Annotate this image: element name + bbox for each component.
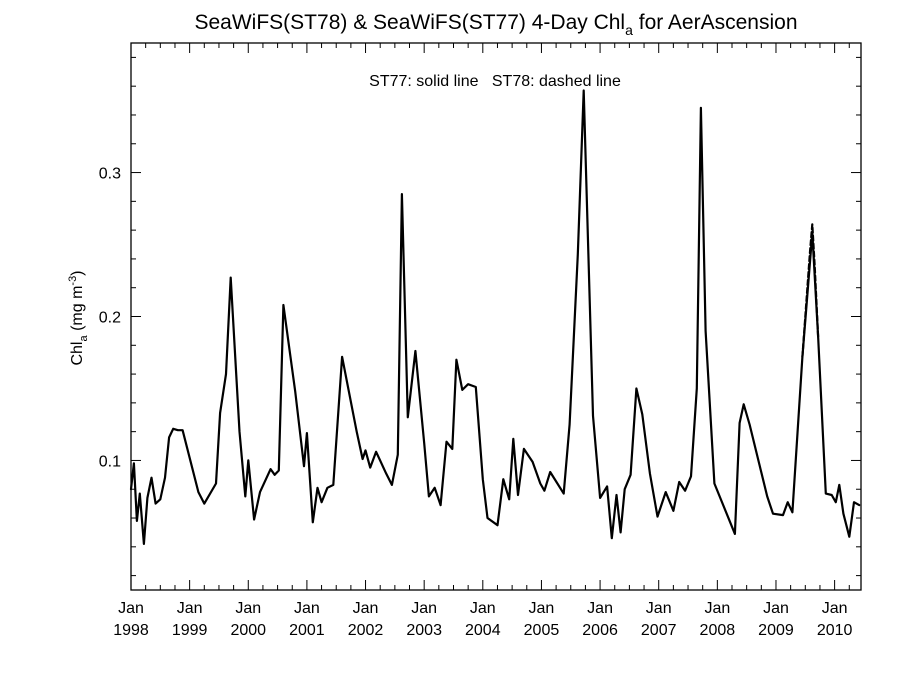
series-layer	[129, 89, 861, 545]
series-line-st78	[801, 223, 820, 358]
x-tick-year-label: 2003	[406, 622, 442, 639]
x-tick-month-label: Jan	[822, 600, 848, 617]
chart-title-suffix: for AerAscension	[633, 11, 798, 34]
y-axis-label-base: Chl	[69, 342, 86, 366]
y-axis-label-superscript: -3	[67, 276, 79, 286]
x-tick-year-label: 2001	[289, 622, 325, 639]
x-tick-year-label: 1999	[172, 622, 208, 639]
x-tick-year-label: 2008	[700, 622, 736, 639]
y-axis-label: Chla (mg m-3)	[67, 270, 90, 365]
x-tick-month-label: Jan	[704, 600, 730, 617]
y-tick-label: 0.1	[99, 453, 121, 470]
x-tick-year-label: 2002	[348, 622, 384, 639]
series-line-st77	[129, 89, 861, 545]
chart-title-subscript: a	[625, 22, 633, 38]
tick-layer: 0.1 0.2 0.3 Jan 1998 Jan 1999 Jan 2000 Jan 2001 Jan…	[99, 43, 861, 639]
y-axis-label-subscript: a	[78, 335, 90, 342]
plot-frame	[130, 42, 862, 591]
x-tick-month-label: Jan	[353, 600, 379, 617]
x-tick-month-label: Jan	[763, 600, 789, 617]
x-tick-year-label: 2006	[582, 622, 618, 639]
x-tick-year-label: 2007	[641, 622, 677, 639]
x-tick-year-label: 2005	[524, 622, 560, 639]
x-tick-month-label: Jan	[529, 600, 555, 617]
series-style-annotation: ST77: solid line ST78: dashed line	[369, 73, 621, 90]
x-tick-month-label: Jan	[646, 600, 672, 617]
x-tick-year-label: 1998	[113, 622, 149, 639]
x-tick-year-label: 2010	[817, 622, 853, 639]
x-tick-month-label: Jan	[294, 600, 320, 617]
x-tick-month-label: Jan	[411, 600, 437, 617]
y-axis-label-close: )	[69, 270, 86, 275]
x-tick-year-label: 2009	[758, 622, 794, 639]
y-axis-label-unit: (mg m	[69, 286, 86, 336]
x-tick-month-label: Jan	[235, 600, 261, 617]
x-tick-month-label: Jan	[118, 600, 144, 617]
x-tick-month-label: Jan	[587, 600, 613, 617]
x-tick-year-label: 2000	[230, 622, 266, 639]
chart-title: SeaWiFS(ST78) & SeaWiFS(ST77) 4-Day Chla…	[195, 11, 798, 38]
x-tick-year-label: 2004	[465, 622, 501, 639]
y-tick-label: 0.2	[99, 310, 121, 327]
y-tick-label: 0.3	[99, 166, 121, 183]
x-tick-month-label: Jan	[470, 600, 496, 617]
chart-title-prefix: SeaWiFS(ST78) & SeaWiFS(ST77) 4-Day Chl	[195, 11, 626, 34]
x-tick-month-label: Jan	[177, 600, 203, 617]
